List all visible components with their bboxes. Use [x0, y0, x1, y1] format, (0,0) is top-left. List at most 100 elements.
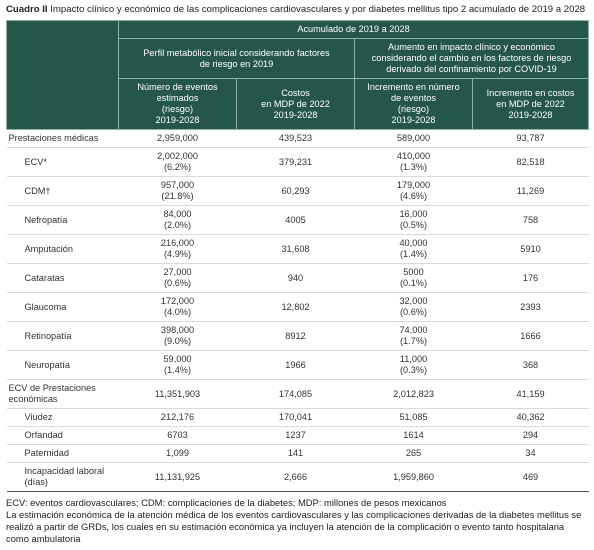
table-cell: 11,269 — [472, 176, 589, 206]
table-cell: 74,000 (1.7%) — [354, 321, 473, 351]
table-cell: 51,085 — [354, 408, 473, 427]
row-label: Viudez — [6, 408, 119, 427]
table-cell: 2,959,000 — [118, 129, 237, 148]
table-cell: 34 — [472, 444, 589, 463]
row-label: Incapacidad laboral (días) — [6, 462, 119, 492]
table-cell: 940 — [236, 263, 355, 293]
table-cell: 758 — [472, 205, 589, 235]
table-row: Incapacidad laboral (días) 11,131,925 2,66… — [6, 462, 589, 492]
table-cell: 2,012,823 — [354, 379, 473, 409]
header-cell: Perfil metabólico inicial considerando f… — [118, 38, 355, 79]
table-row: Viudez 212,176 170,041 51,085 40,362 — [6, 408, 589, 427]
footnote: La estimación económica de la atención m… — [6, 509, 582, 544]
table-cell: 174,085 — [236, 379, 355, 409]
table-cell: 4005 — [236, 205, 355, 235]
table-cell: 27,000 (0.6%) — [118, 263, 237, 293]
table-cell: 410,000 (1.3%) — [354, 147, 473, 177]
table-cell: 179,000 (4.6%) — [354, 176, 473, 206]
table-cell: 59,000 (1.4%) — [118, 350, 237, 380]
row-label: Nefropatía — [6, 205, 119, 235]
table-cell: 82,518 — [472, 147, 589, 177]
header-row: Acumulado de 2019 a 2028 — [6, 20, 590, 130]
table-header: Acumulado de 2019 a 2028 Perfil metabóli… — [6, 20, 590, 130]
row-label: Cataratas — [6, 263, 119, 293]
table-cell: 398,000 (9.0%) — [118, 321, 237, 351]
header-cell: Número de eventos estimados (riesgo) 201… — [118, 78, 237, 130]
table-cell: 2393 — [472, 292, 589, 322]
table-cell: 2,666 — [236, 462, 355, 492]
table-row: ECV* 2,002,000 (6.2%) 379,231 410,000 (1.3%… — [6, 147, 589, 177]
table-cell: 265 — [354, 444, 473, 463]
header-corner — [6, 20, 119, 130]
table-cell: 8912 — [236, 321, 355, 351]
table-cell: 16,000 (0.5%) — [354, 205, 473, 235]
table-cell: 368 — [472, 350, 589, 380]
table-cell: 379,231 — [236, 147, 355, 177]
table-cell: 957,000 (21.8%) — [118, 176, 237, 206]
table-cell: 1,959,860 — [354, 462, 473, 492]
table-row: ECV de Prestaciones económicas 11,351,903… — [6, 379, 589, 409]
table-cell: 439,523 — [236, 129, 355, 148]
header-row: Número de eventos estimados (riesgo) 201… — [7, 78, 590, 130]
table-cell: 172,000 (4.0%) — [118, 292, 237, 322]
table-cell: 93,787 — [472, 129, 589, 148]
table-cell: 84,000 (2.0%) — [118, 205, 237, 235]
table-cell: 40,362 — [472, 408, 589, 427]
table-cell: 40,000 (1.4%) — [354, 234, 473, 264]
header-row: Perfil metabólico inicial considerando f… — [7, 38, 590, 79]
table-row: Cataratas 27,000 (0.6%) 940 5000 (0.1%) 176 — [6, 263, 589, 293]
header-cell: Aumento en impacto clínico y económico c… — [353, 38, 590, 79]
table-cell: 1666 — [472, 321, 589, 351]
table-cell: 5000 (0.1%) — [354, 263, 473, 293]
table-row: Amputación 216,000 (4.9%) 31,608 40,000 (1.… — [6, 234, 589, 264]
row-label: Neuropatía — [6, 350, 119, 380]
table-cell: 141 — [236, 444, 355, 463]
row-label: CDM† — [6, 176, 119, 206]
table-cell: 11,000 (0.3%) — [354, 350, 473, 380]
caption-label: Cuadro II — [6, 4, 48, 15]
table-row: Paternidad 1,099 141 265 34 — [6, 444, 589, 463]
table-row: Nefropatía 84,000 (2.0%) 4005 16,000 (0.5%)… — [6, 205, 589, 235]
table-cell: 41,159 — [472, 379, 589, 409]
table-row: Prestaciones médicas 2,959,000 439,523 589,… — [6, 129, 589, 148]
table-cell: 32,000 (0.6%) — [354, 292, 473, 322]
table-cell: 170,041 — [236, 408, 355, 427]
table-cell: 5910 — [472, 234, 589, 264]
row-label: Glaucoma — [6, 292, 119, 322]
table-cell: 60,293 — [236, 176, 355, 206]
footnote: ECV: eventos cardiovasculares; CDM: comp… — [6, 497, 447, 508]
row-label: ECV* — [6, 147, 119, 177]
table-cell: 176 — [472, 263, 589, 293]
table-row: Orfandad 6703 1237 1614 294 — [6, 426, 589, 445]
table-cell: 589,000 — [354, 129, 473, 148]
table-caption: Cuadro II Impacto clínico y económico de… — [6, 4, 588, 16]
table-cell: 212,176 — [118, 408, 237, 427]
data-table: Acumulado de 2019 a 2028 Perfil metabóli… — [6, 20, 590, 492]
table-row: CDM† 957,000 (21.8%) 60,293 179,000 (4.6%) 1… — [6, 176, 589, 206]
header-cell: Incremento en número de eventos (riesgo)… — [354, 78, 473, 130]
table-cell: 2,002,000 (6.2%) — [118, 147, 237, 177]
footnotes: ECV: eventos cardiovasculares; CDM: comp… — [6, 497, 586, 545]
caption-text: Impacto clínico y económico de las compl… — [50, 4, 586, 15]
table-row: Glaucoma 172,000 (4.0%) 12,802 32,000 (0.6%… — [6, 292, 589, 322]
table-row: Neuropatía 59,000 (1.4%) 1966 11,000 (0.3%)… — [6, 350, 589, 380]
table-cell: 31,608 — [236, 234, 355, 264]
header-cell: Incremento en costos en MDP de 2022 2019… — [471, 78, 590, 130]
table-row: Retinopatía 398,000 (9.0%) 8912 74,000 (1.7… — [6, 321, 589, 351]
table-cell: 1614 — [354, 426, 473, 445]
header-cell: Acumulado de 2019 a 2028 — [117, 20, 590, 39]
row-label: Prestaciones médicas — [6, 129, 119, 148]
table-cell: 216,000 (4.9%) — [118, 234, 237, 264]
row-label: Paternidad — [6, 444, 119, 463]
table-body: Prestaciones médicas 2,959,000 439,523 589,… — [6, 129, 589, 492]
row-label: Retinopatía — [6, 321, 119, 351]
row-label: ECV de Prestaciones económicas — [6, 379, 119, 409]
table-cell: 11,351,903 — [118, 379, 237, 409]
table-cell: 6703 — [118, 426, 237, 445]
table-cell: 469 — [472, 462, 589, 492]
table-cell: 1,099 — [118, 444, 237, 463]
row-label: Orfandad — [6, 426, 119, 445]
row-label: Amputación — [6, 234, 119, 264]
